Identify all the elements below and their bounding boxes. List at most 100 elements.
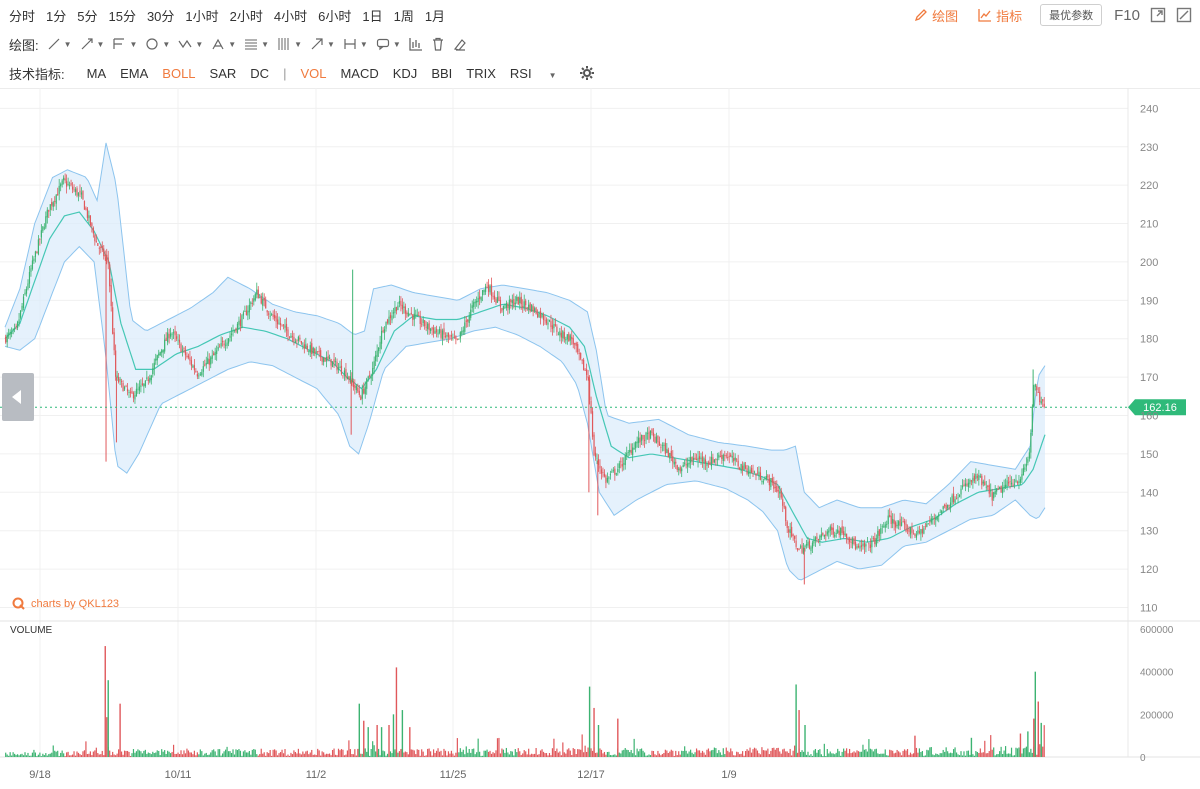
range-tool[interactable]: ▼ [343, 37, 368, 51]
price-chart[interactable]: 162.161101201301401501601701801902002102… [0, 88, 1200, 789]
candle-body [97, 243, 99, 246]
candle-body [357, 387, 359, 392]
wave-tool[interactable]: ▼ [178, 37, 203, 51]
draw-toggle[interactable]: 绘图 [914, 6, 958, 25]
candle-body [49, 204, 51, 210]
timeframe-tab[interactable]: 分时 [9, 8, 36, 24]
timeframe-tab[interactable]: 4小时 [273, 8, 308, 24]
timeframe-tab[interactable]: 5分 [77, 8, 98, 24]
timeframe-tab[interactable]: 1小时 [185, 8, 219, 24]
candle-body [89, 215, 91, 226]
indicator-rsi[interactable]: RSI [509, 65, 532, 81]
timeframe-tab[interactable]: 6小时 [318, 8, 352, 24]
candle-body [632, 447, 634, 456]
candle-body [217, 347, 219, 350]
volume-bar [618, 752, 620, 757]
volume-bar [581, 734, 583, 757]
candle-body [798, 548, 800, 550]
candle-body [1043, 403, 1045, 407]
timeframe-tab[interactable]: 1月 [424, 8, 446, 24]
indicator-dc[interactable]: DC [250, 65, 270, 81]
optimal-params-button[interactable]: 最优参数 [1040, 4, 1103, 26]
timeframe-tab[interactable]: 1分 [46, 8, 67, 24]
fullscreen-icon[interactable] [1150, 7, 1166, 23]
indicator-ma[interactable]: MA [86, 65, 107, 81]
indicator-boll[interactable]: BOLL [162, 65, 196, 81]
volume-bar [1010, 747, 1013, 757]
pattern-tool[interactable]: ▼ [211, 37, 236, 51]
volume-bar [841, 751, 843, 757]
volume-bar [694, 752, 696, 757]
indicator-trix[interactable]: TRIX [466, 65, 496, 81]
indicator-vol[interactable]: VOL [300, 65, 327, 81]
volume-bar [626, 749, 628, 757]
candle-body [915, 534, 918, 538]
candle-body [805, 543, 808, 546]
volume-bar [632, 753, 634, 757]
indicator-macd[interactable]: MACD [340, 65, 379, 81]
indicator-more-dropdown[interactable]: ▼ [546, 66, 557, 81]
delete-tool[interactable] [431, 37, 445, 51]
candle-body [577, 343, 579, 353]
indicator-kdj[interactable]: KDJ [392, 65, 418, 81]
x-tick-label: 1/9 [721, 769, 736, 781]
circle-tool[interactable]: ▼ [145, 37, 170, 51]
volume-bar [403, 752, 405, 757]
settings-square-icon[interactable] [1176, 7, 1192, 23]
volume-bar [1039, 744, 1041, 757]
candle-body [840, 527, 842, 536]
fib-tool[interactable]: ▼ [244, 37, 269, 51]
volume-bar [397, 752, 399, 757]
volume-bar [373, 745, 375, 757]
candle-body [361, 389, 363, 399]
gear-icon[interactable] [579, 65, 595, 81]
volume-bar [565, 753, 567, 757]
gann-tool[interactable]: ▼ [277, 37, 302, 51]
comment-tool[interactable]: ▼ [376, 37, 401, 51]
eraser-tool[interactable] [453, 37, 467, 51]
timeframe-tab[interactable]: 1周 [393, 8, 414, 24]
volume-bar [670, 749, 672, 757]
scroll-left-button[interactable] [2, 373, 34, 421]
indicator-bbi[interactable]: BBI [431, 65, 453, 81]
indicator-toggle[interactable]: 指标 [978, 6, 1022, 25]
timeframe-tab[interactable]: 30分 [146, 8, 175, 24]
candle-body [262, 298, 264, 306]
volume-bar [791, 755, 793, 757]
candle-body [633, 448, 635, 450]
volume-bar [614, 754, 616, 757]
volume-bar [180, 750, 182, 757]
volume-bar [407, 754, 409, 757]
volume-bar [969, 754, 971, 757]
volume-bar [831, 753, 833, 757]
volume-bar [532, 754, 534, 757]
volume-bar [128, 751, 130, 757]
line-tool[interactable]: ▼ [47, 37, 72, 51]
candle-body [1036, 386, 1038, 391]
candle-body [327, 355, 329, 359]
arrow-tool[interactable]: ▼ [310, 37, 335, 51]
volume-bar [480, 755, 482, 757]
candle-tool[interactable] [409, 37, 423, 51]
volume-bar [774, 749, 776, 757]
candle-body [895, 522, 897, 528]
indicator-ema[interactable]: EMA [120, 65, 149, 81]
ray-tool[interactable]: ▼ [80, 37, 104, 51]
timeframe-tab[interactable]: 15分 [108, 8, 136, 24]
volume-bar [129, 756, 132, 757]
volume-bar [320, 755, 322, 757]
volume-bar [1016, 748, 1019, 757]
candle-body [948, 505, 950, 507]
candle-body [106, 254, 108, 258]
timeframe-tab[interactable]: 1日 [362, 8, 383, 24]
f10-button[interactable]: F10 [1114, 6, 1140, 24]
volume-bar [762, 750, 765, 757]
pitchfork-tool[interactable]: ▼ [112, 37, 137, 51]
volume-bar [822, 755, 824, 757]
volume-bar [545, 753, 548, 757]
candle-body [107, 257, 109, 263]
volume-bar [379, 755, 381, 757]
indicator-sar[interactable]: SAR [209, 65, 237, 81]
timeframe-tab[interactable]: 2小时 [229, 8, 263, 24]
candle-body [774, 487, 776, 488]
